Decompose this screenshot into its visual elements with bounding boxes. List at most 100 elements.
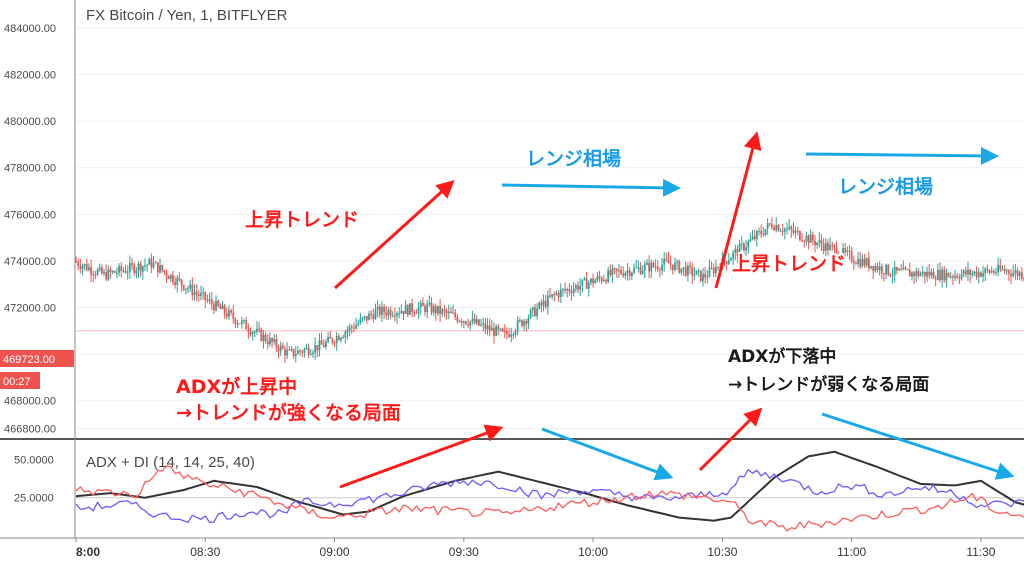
candle-body xyxy=(605,279,607,282)
price-panel: 484000.00 482000.00 480000.00 478000.00 4760… xyxy=(0,7,1024,436)
candle-body xyxy=(370,313,373,315)
candle-body xyxy=(945,272,948,281)
candle-body xyxy=(247,329,250,332)
candle-body xyxy=(624,272,627,277)
candle-body xyxy=(318,340,321,351)
candle-body xyxy=(984,268,987,274)
candle-body xyxy=(411,303,414,313)
candle-body xyxy=(852,261,855,264)
candle-body xyxy=(309,354,312,356)
candle-body xyxy=(941,269,944,280)
candle-body xyxy=(824,242,827,251)
candle-body xyxy=(842,248,844,257)
candle-body xyxy=(982,273,984,277)
candle-body xyxy=(241,320,243,324)
candle-body xyxy=(600,278,603,281)
candle-body xyxy=(676,261,679,263)
candle-body xyxy=(917,271,920,276)
candle-body xyxy=(325,341,327,348)
candle-body xyxy=(581,279,584,286)
candle-body xyxy=(846,250,849,252)
candle-body xyxy=(111,271,114,273)
arrow-adx-falling-2 xyxy=(821,412,1015,480)
candle-body xyxy=(396,313,398,317)
candle-body xyxy=(583,278,586,280)
arrow-range-1 xyxy=(501,178,681,197)
price-tick-label: 482000.00 xyxy=(4,70,56,82)
candle-body xyxy=(1016,270,1019,276)
candle-body xyxy=(902,267,905,270)
candle-body xyxy=(398,313,401,315)
arrow-adx-rising-1 xyxy=(339,424,504,489)
candle-body xyxy=(288,349,291,351)
candle-body xyxy=(486,325,489,330)
candle-body xyxy=(579,285,582,290)
candle-body xyxy=(85,264,88,271)
candle-body xyxy=(312,352,314,355)
candle-body xyxy=(215,300,217,311)
candle-body xyxy=(217,300,220,306)
candle-body xyxy=(172,274,174,283)
candle-body xyxy=(751,236,754,240)
candle-body xyxy=(202,292,205,294)
candle-body xyxy=(796,230,799,232)
candle-body xyxy=(956,275,959,278)
candle-body xyxy=(303,349,306,353)
candle-body xyxy=(893,266,896,276)
candle-body xyxy=(820,240,823,245)
candle-body xyxy=(335,336,338,344)
candle-body xyxy=(829,244,831,251)
candle-body xyxy=(768,223,771,225)
candle-body xyxy=(443,309,446,311)
candle-body xyxy=(363,315,366,318)
candle-body xyxy=(954,275,956,278)
candle-body xyxy=(949,276,952,278)
candle-body xyxy=(488,325,491,331)
candle-body xyxy=(626,270,629,273)
candle-body xyxy=(357,323,360,325)
candle-body xyxy=(973,271,976,274)
candle-body xyxy=(122,270,125,272)
candle-body xyxy=(620,270,622,274)
candle-body xyxy=(596,276,599,281)
candle-body xyxy=(167,276,170,280)
candle-body xyxy=(592,278,594,284)
candle-body xyxy=(531,307,534,311)
adx-tick-label: 25.0000 xyxy=(14,493,54,505)
candle-body xyxy=(322,344,325,348)
candle-body xyxy=(863,258,866,266)
arrow-uptrend-1 xyxy=(333,179,455,290)
candle-body xyxy=(148,259,151,265)
candle-body xyxy=(786,228,788,230)
candle-body xyxy=(473,318,476,324)
candle-body xyxy=(458,321,461,323)
candle-body xyxy=(936,270,939,280)
candle-body xyxy=(878,266,881,271)
candle-body xyxy=(833,245,836,248)
candle-body xyxy=(161,265,164,271)
candle-body xyxy=(1014,270,1017,273)
candle-body xyxy=(663,258,666,265)
candle-body xyxy=(986,268,989,271)
candle-body xyxy=(428,302,431,305)
candle-body xyxy=(781,230,784,232)
arrow-uptrend-2 xyxy=(714,131,762,289)
candle-body xyxy=(490,327,493,331)
time-tick-label: 08:30 xyxy=(190,545,220,559)
candle-body xyxy=(753,236,756,239)
candle-body xyxy=(269,338,271,345)
candle-body xyxy=(904,267,907,270)
candle-body xyxy=(1020,272,1023,279)
candle-body xyxy=(297,350,299,355)
candle-body xyxy=(264,334,267,342)
time-tick-label: 09:00 xyxy=(320,545,350,559)
time-tick-label: 10:00 xyxy=(578,545,608,559)
candle-body xyxy=(650,262,653,272)
candle-body xyxy=(316,345,319,351)
candle-body xyxy=(540,302,543,306)
candle-body xyxy=(195,292,198,294)
time-tick-label: 09:30 xyxy=(449,545,479,559)
candle-body xyxy=(251,332,254,335)
candle-body xyxy=(497,326,500,330)
